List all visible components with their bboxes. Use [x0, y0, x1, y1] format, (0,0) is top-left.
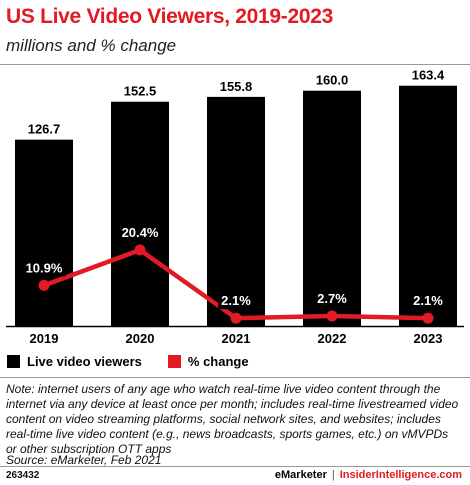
bar-value-label: 163.4 — [412, 68, 445, 83]
bar-2019 — [15, 139, 73, 326]
change-value-label: 10.9% — [26, 260, 63, 275]
legend-swatch-viewers — [7, 354, 20, 368]
bar-value-label: 152.5 — [124, 84, 157, 99]
change-label-bg — [118, 226, 162, 241]
bar-2022 — [303, 90, 361, 327]
legend-item-change: % change — [167, 353, 249, 369]
change-label-bg — [410, 294, 446, 310]
chart-source: Source: eMarketer, Feb 2021 — [6, 453, 162, 467]
x-tick-label: 2023 — [414, 331, 443, 346]
change-value-label: 2.1% — [413, 293, 443, 308]
bar-2023 — [399, 85, 457, 327]
footer-brand: eMarketer | InsiderIntelligence.com — [275, 469, 462, 481]
x-tick-label: 2019 — [30, 331, 59, 346]
legend-swatch-change — [167, 354, 181, 368]
chart-note: Note: internet users of any age who watc… — [6, 382, 459, 456]
chart-plot: 126.7 2019 152.5 2020 155.8 2021 160.0 2022 163.… — [6, 68, 464, 346]
bar-value-label: 126.7 — [28, 122, 61, 137]
chart-title: US Live Video Viewers, 2019-2023 — [6, 5, 333, 28]
change-point — [230, 312, 242, 324]
bar-value-label: 160.0 — [316, 73, 349, 88]
chart-subtitle: millions and % change — [6, 36, 177, 55]
change-point — [134, 244, 146, 256]
x-tick-label: 2020 — [126, 331, 155, 346]
change-point — [38, 279, 50, 291]
change-point — [326, 310, 338, 322]
change-label-bg — [218, 294, 254, 310]
change-value-label: 20.4% — [122, 225, 159, 240]
change-value-label: 2.7% — [317, 291, 347, 306]
footer-divider — [0, 466, 470, 467]
bar-2021 — [207, 96, 265, 326]
change-value-label: 2.1% — [221, 293, 251, 308]
brand-site-link[interactable]: InsiderIntelligence.com — [339, 469, 462, 481]
chart-id: 263432 — [6, 470, 40, 481]
bar-2020 — [111, 101, 169, 326]
note-divider — [0, 377, 470, 378]
legend-label-change: % change — [187, 353, 249, 369]
brand-separator: | — [331, 469, 335, 481]
change-label-bg — [22, 261, 66, 277]
title-divider — [0, 64, 470, 65]
change-point — [422, 312, 434, 324]
change-label-bg — [314, 291, 350, 307]
x-tick-label: 2021 — [222, 331, 251, 346]
brand-name: eMarketer — [274, 469, 327, 481]
x-tick-label: 2022 — [318, 331, 347, 346]
legend-label-viewers: Live video viewers — [27, 353, 142, 369]
legend-item-viewers: Live video viewers — [7, 354, 142, 369]
bar-value-label: 155.8 — [220, 79, 253, 94]
chart-legend: Live video viewers % change — [7, 353, 275, 369]
